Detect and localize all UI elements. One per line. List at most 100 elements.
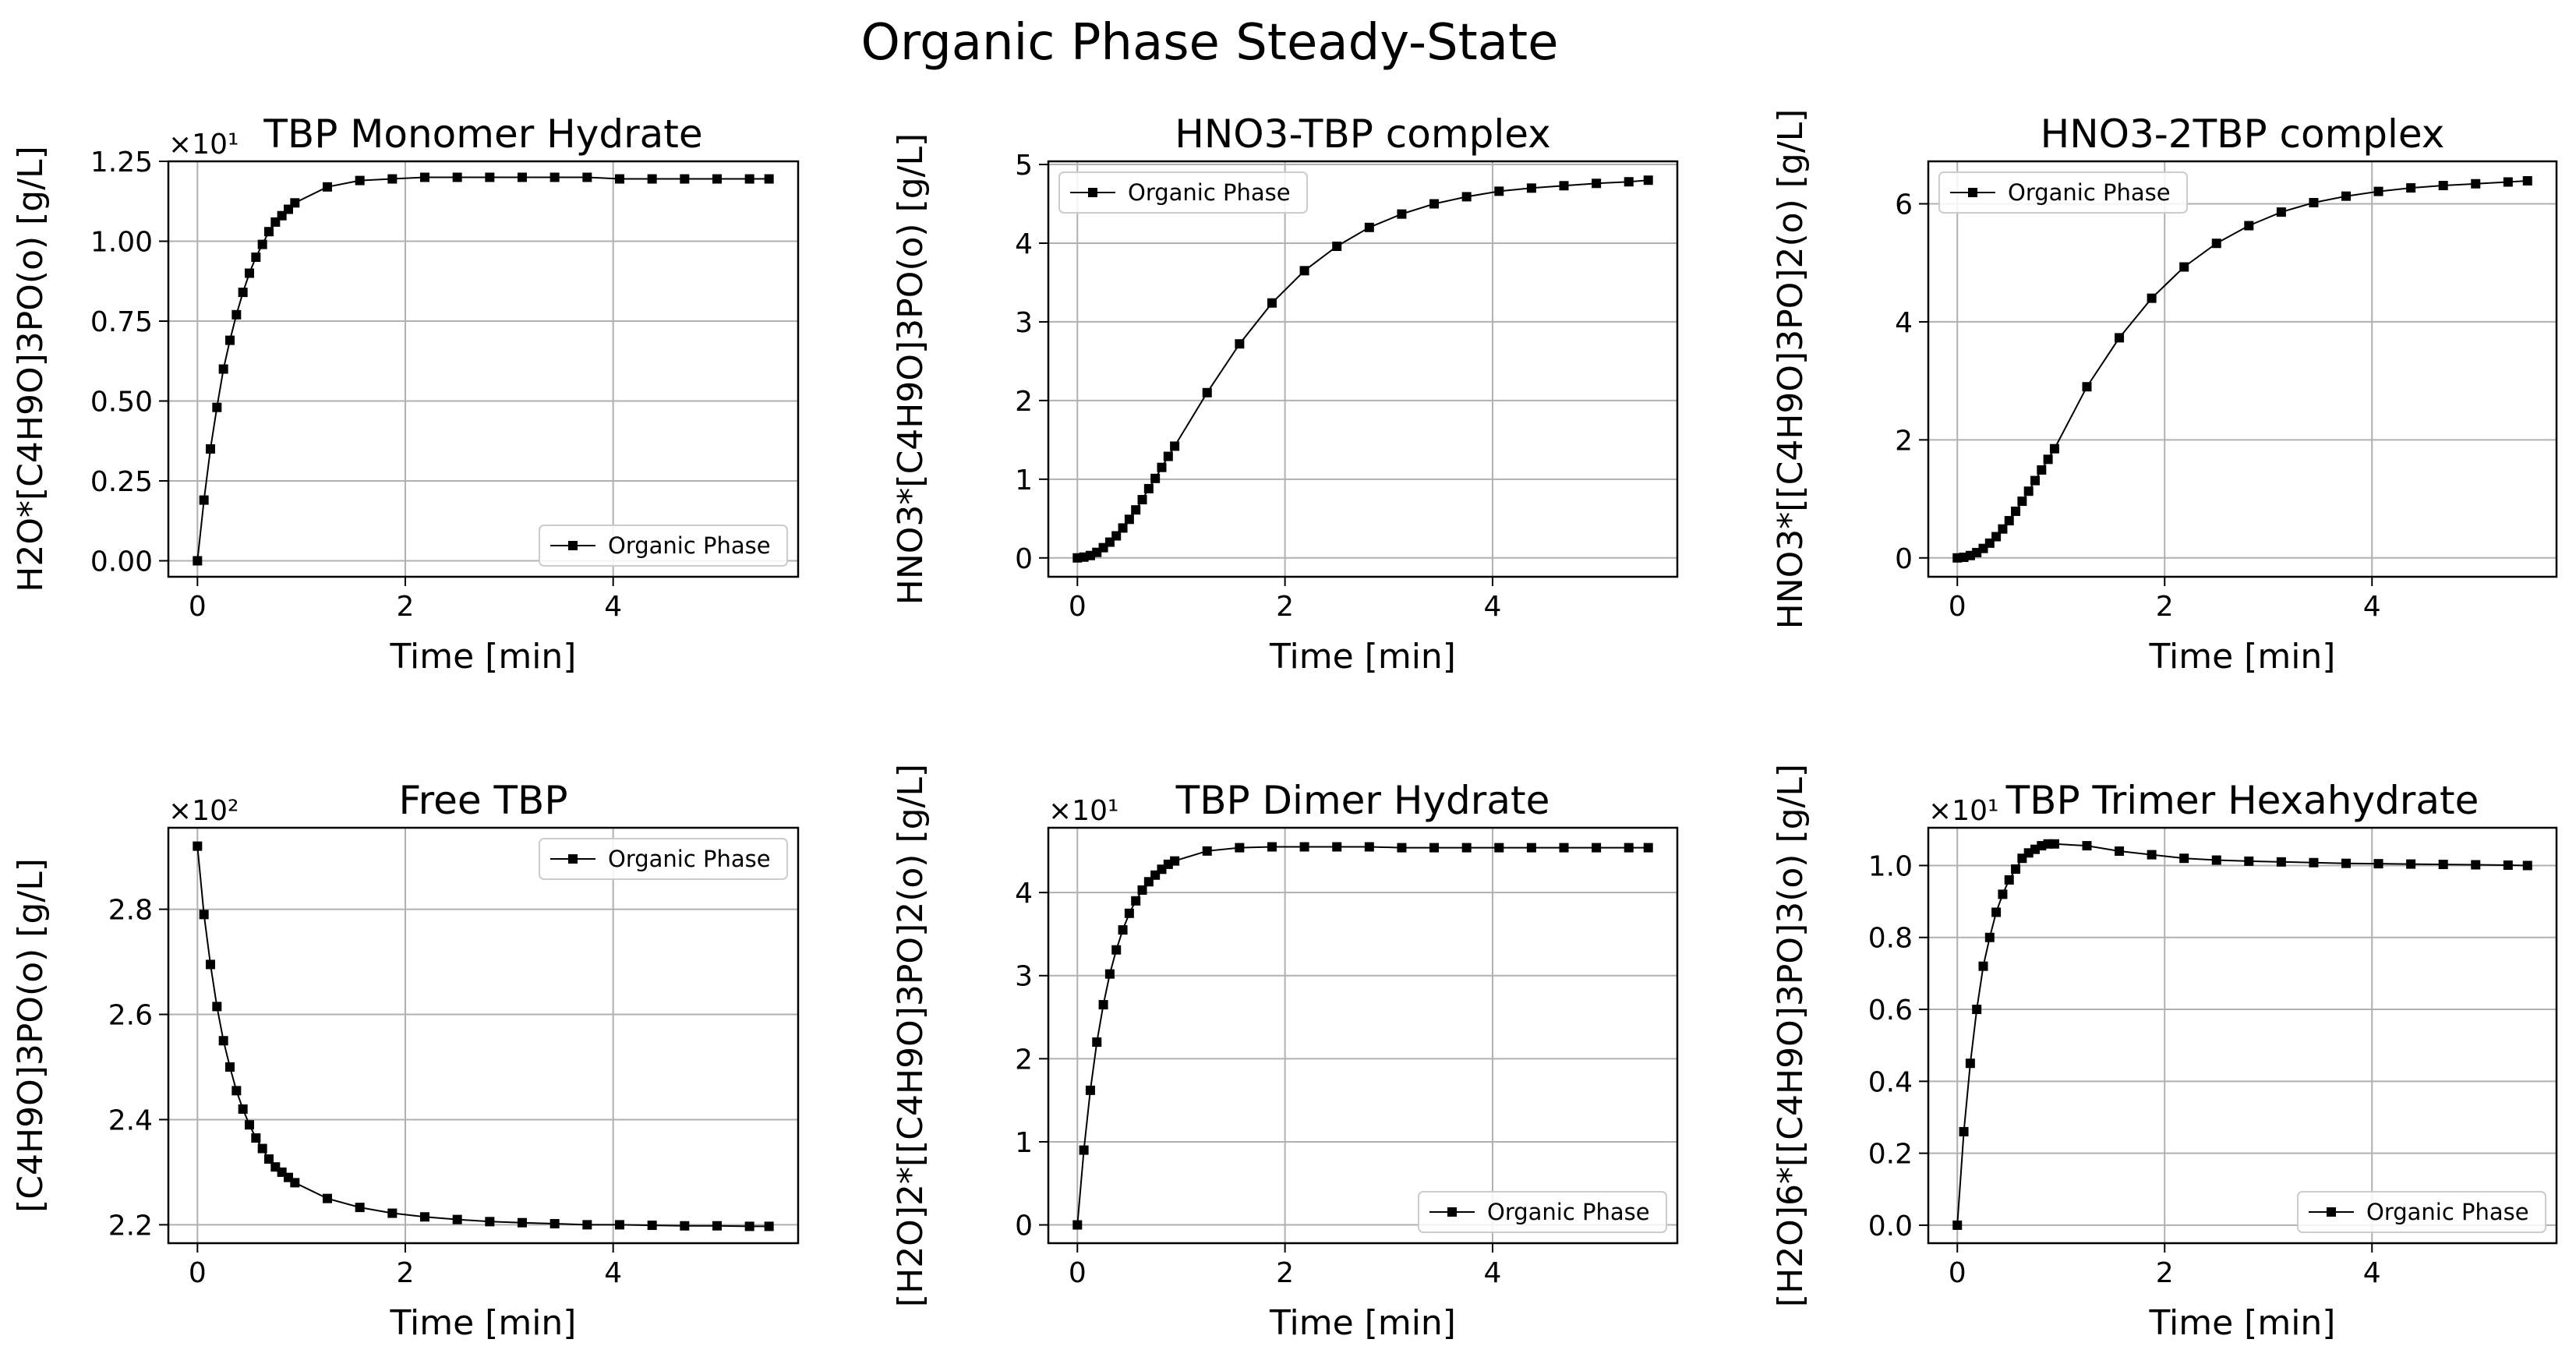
y-tick-label: 2.2	[108, 1210, 153, 1242]
legend: Organic Phase	[539, 525, 788, 567]
x-axis-label: Time [min]	[1269, 637, 1456, 677]
legend-marker-sample	[568, 854, 578, 864]
data-point	[1559, 843, 1569, 853]
data-point	[1079, 1145, 1089, 1155]
x-tick-label: 4	[1484, 591, 1502, 623]
data-point	[323, 1193, 332, 1203]
data-point	[355, 175, 365, 186]
y-axis-label: [H2O]6*[[C4H9O]3PO]3(o) [g/L]	[1771, 764, 1811, 1307]
data-point	[1461, 843, 1472, 853]
data-point	[2147, 293, 2157, 303]
data-point	[1235, 339, 1245, 349]
x-axis-label: Time [min]	[2149, 637, 2336, 677]
x-tick-label: 2	[1276, 1257, 1294, 1289]
data-point	[2082, 841, 2092, 851]
data-point	[231, 1086, 242, 1096]
data-point	[1998, 524, 2008, 534]
y-tick-label: 2.6	[108, 1000, 153, 1032]
data-point	[582, 172, 592, 182]
y-tick-label: 1	[1015, 1127, 1033, 1159]
y-tick-label: 4	[1895, 307, 1913, 339]
data-point	[193, 841, 203, 851]
x-tick-label: 0	[1949, 591, 1966, 623]
data-point	[1332, 242, 1342, 252]
data-point	[1111, 945, 1122, 955]
data-point	[257, 239, 267, 249]
data-point	[225, 1062, 235, 1072]
axes-frame	[167, 160, 800, 578]
data-point	[2004, 516, 2014, 526]
data-point	[1643, 175, 1653, 186]
data-point	[251, 1133, 261, 1143]
x-tick-label: 4	[1484, 1257, 1502, 1289]
data-point	[206, 959, 215, 970]
data-point	[2438, 860, 2448, 870]
chart-panel-1: 0 2 4 0.00 0.25 0.50 0.75 1.00 1.25 TBP Monomer H…	[11, 111, 800, 677]
legend-label: Organic Phase	[608, 532, 771, 559]
axes-frame	[1927, 826, 2558, 1245]
x-tick-label: 2	[1276, 591, 1294, 623]
legend-label: Organic Phase	[1128, 179, 1291, 206]
data-point	[1592, 843, 1602, 853]
data-point	[1991, 532, 2002, 542]
x-tick-label: 2	[397, 591, 415, 623]
chart-title: HNO3-TBP complex	[1175, 111, 1550, 157]
data-point	[2522, 860, 2532, 871]
data-point	[264, 227, 274, 237]
data-point	[2471, 178, 2481, 189]
data-point	[238, 288, 248, 298]
y-tick-label: 2.4	[108, 1104, 153, 1136]
y-tick-label: 0.6	[1868, 995, 1913, 1026]
data-point	[2043, 454, 2053, 465]
data-point	[647, 1221, 657, 1231]
y-offset-text: ×10¹	[1928, 795, 1998, 827]
legend-marker-sample	[1447, 1207, 1457, 1217]
y-axis-label: HNO3*[[C4H9O]3PO]2(o) [g/L]	[1771, 109, 1811, 630]
legend-box	[539, 525, 788, 567]
data-point	[2017, 496, 2027, 507]
chart-title: Free TBP	[399, 778, 568, 823]
y-tick-label: 5	[1015, 150, 1033, 182]
legend: Organic Phase	[1938, 171, 2188, 214]
legend-marker-sample	[1088, 188, 1097, 197]
data-point	[2011, 506, 2021, 516]
data-point	[680, 174, 690, 184]
data-point	[1157, 462, 1167, 472]
y-tick-label: 0.50	[90, 387, 153, 419]
y-tick-label: 2	[1015, 386, 1033, 418]
data-point	[2082, 382, 2092, 392]
data-point	[2244, 221, 2254, 231]
y-offset-text: ×10²	[168, 795, 239, 827]
chart-panel-3: 0 2 4 0 2 4 6 HNO3-2TBP complex Time [min] HNO3*[…	[1771, 109, 2558, 677]
data-point	[2373, 186, 2383, 196]
data-point	[518, 172, 527, 182]
y-axis-label: H2O*[C4H9O]3PO(o) [g/L]	[11, 146, 51, 592]
x-tick-label: 0	[189, 591, 207, 623]
data-point	[2211, 855, 2221, 865]
data-point	[1131, 896, 1141, 906]
axes-frame	[167, 826, 800, 1245]
data-point	[1163, 451, 1173, 461]
data-point	[1429, 843, 1440, 853]
data-point	[1235, 843, 1245, 853]
data-point	[2471, 860, 2481, 870]
chart-panel-4: 0 2 4 2.2 2.4 2.6 2.8 Free TBP Time [min] [C4H9O]…	[11, 778, 800, 1343]
chart-title: HNO3-2TBP complex	[2041, 111, 2445, 157]
y-tick-label: 2	[1895, 425, 1913, 457]
data-point	[2049, 839, 2059, 849]
x-tick-label: 2	[2156, 591, 2174, 623]
y-tick-label: 1.25	[90, 147, 153, 178]
data-point	[245, 268, 254, 278]
y-tick-label: 1	[1015, 465, 1033, 496]
y-offset-text: ×10¹	[1048, 795, 1118, 827]
data-point	[1143, 483, 1154, 493]
data-point	[420, 172, 429, 182]
data-point	[1124, 514, 1134, 525]
y-axis-label: [C4H9O]3PO(o) [g/L]	[11, 858, 51, 1213]
data-point	[1137, 495, 1147, 505]
data-point	[485, 1217, 495, 1227]
data-point	[1267, 298, 1277, 308]
legend: Organic Phase	[1058, 171, 1308, 214]
data-point	[290, 198, 300, 208]
y-tick-label: 3	[1015, 961, 1033, 993]
